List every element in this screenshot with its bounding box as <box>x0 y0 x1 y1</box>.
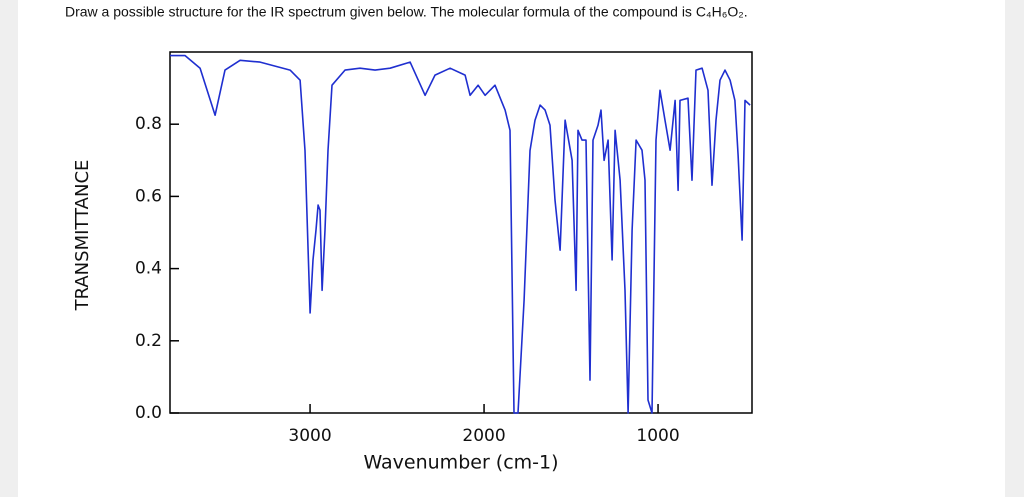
side-strip <box>1005 0 1024 497</box>
spectrum-line <box>170 54 751 414</box>
y-tick-label: 0.0 <box>135 403 162 423</box>
x-tick-label: 3000 <box>288 426 331 446</box>
question: Draw a possible structure for the IR spe… <box>65 4 748 20</box>
y-tick-label: 0.6 <box>135 186 162 206</box>
y-tick-label: 0.4 <box>135 259 162 279</box>
x-axis-label: Wavenumber (cm-1) <box>363 452 558 474</box>
x-tick-label: 2000 <box>462 426 505 446</box>
y-axis-label: TRANSMITTANCE <box>72 160 93 312</box>
x-tick-label: 1000 <box>636 426 679 446</box>
y-tick-label: 0.8 <box>135 114 162 134</box>
y-tick-label: 0.2 <box>135 331 162 351</box>
plot-frame <box>169 51 753 414</box>
side-strip <box>0 0 18 497</box>
